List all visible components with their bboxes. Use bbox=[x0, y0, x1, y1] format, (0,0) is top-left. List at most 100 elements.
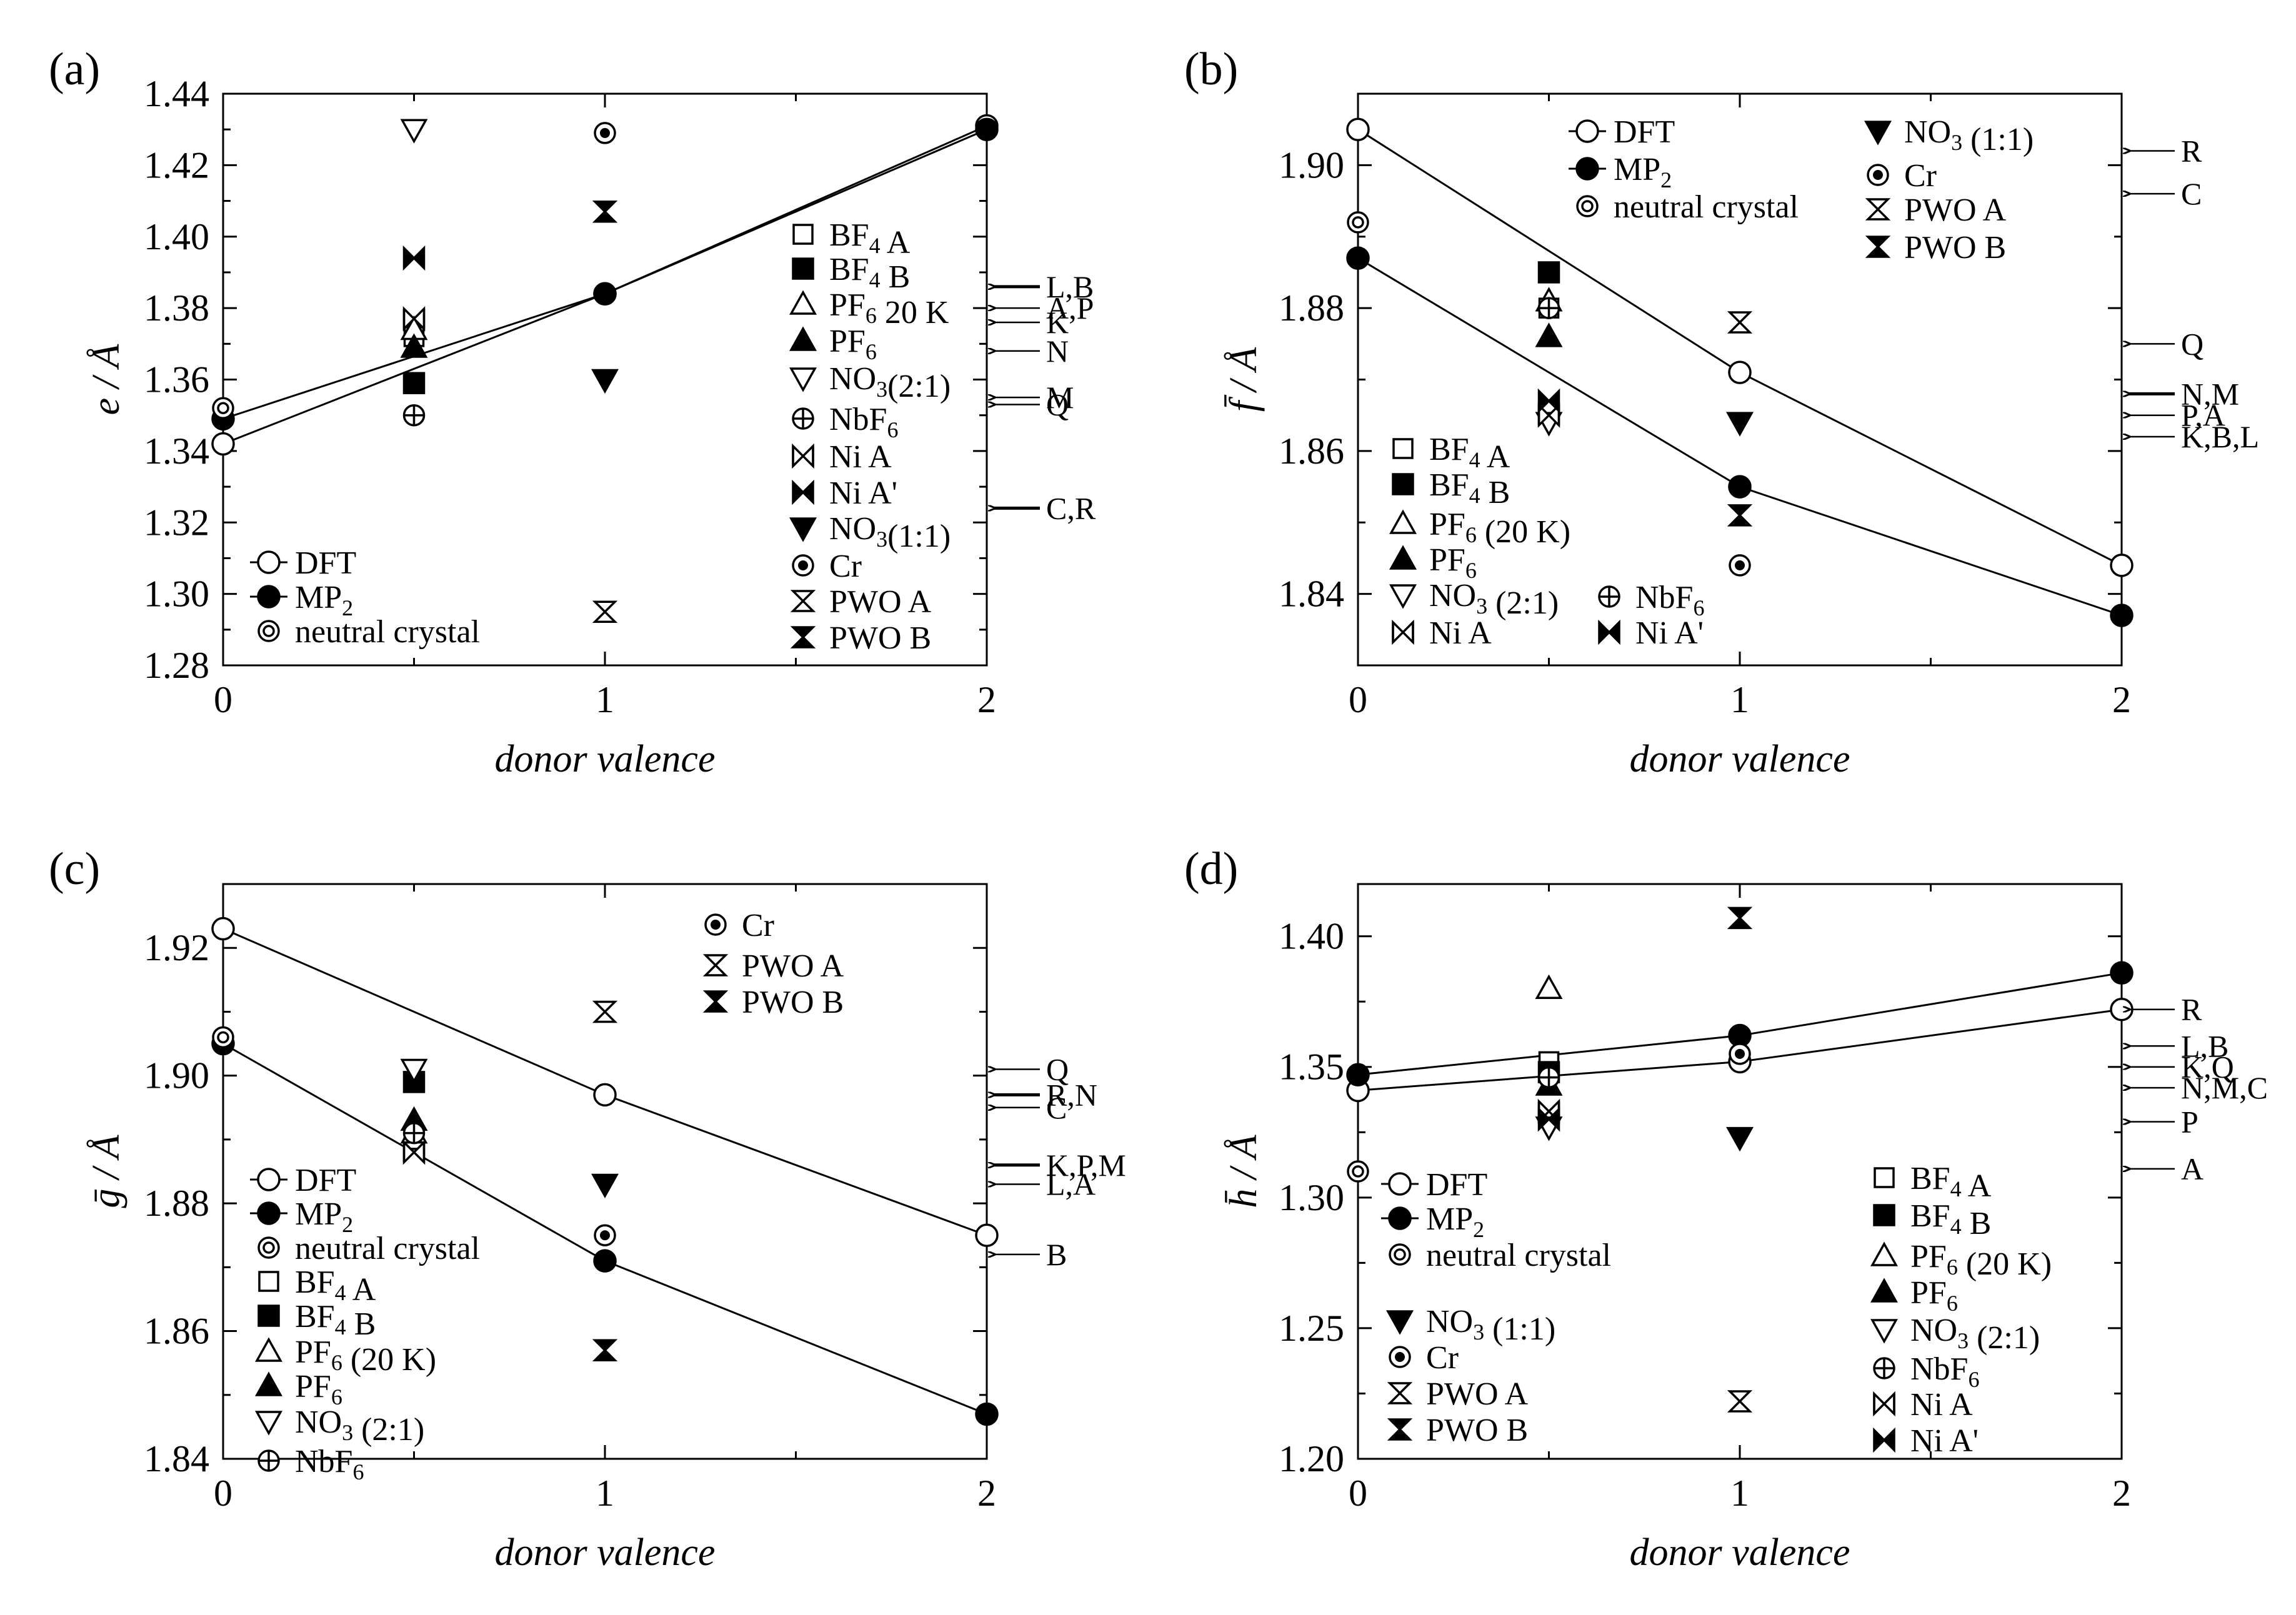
legend-label: NO3(2:1) bbox=[829, 361, 951, 404]
legend-label: PWO A bbox=[1426, 1376, 1529, 1412]
panel-b: (b) 0 1 2 1.84 1.86 1.88 1.90 donor valence f̄ / … bbox=[1184, 44, 2259, 780]
mp2-point bbox=[1728, 475, 1752, 499]
legend-item: NO3 (1:1) bbox=[1864, 114, 2034, 157]
y-tick-label: 1.40 bbox=[1279, 916, 1344, 957]
annotation-label: N,M bbox=[2181, 376, 2239, 411]
neutral-crystal-point bbox=[212, 397, 234, 419]
pwo-b-point bbox=[592, 1339, 618, 1361]
pwo-b-point bbox=[1727, 907, 1753, 930]
y-tick-label: 1.42 bbox=[144, 144, 209, 186]
legend-item: BF4 A bbox=[258, 1265, 376, 1308]
legend-label: DFT bbox=[1426, 1167, 1487, 1203]
pf6-20-k-point bbox=[1535, 974, 1563, 1000]
nbf6-point bbox=[402, 1121, 426, 1145]
legend-label: NO3 (1:1) bbox=[1904, 114, 2034, 157]
bf4-a-legend-marker bbox=[258, 1271, 279, 1292]
legend-item: Cr bbox=[1867, 158, 1937, 194]
legend-item: NO3 (1:1) bbox=[1386, 1304, 1555, 1347]
y-tick-label: 1.84 bbox=[144, 1438, 209, 1479]
legend-item: Cr bbox=[1389, 1340, 1459, 1376]
y-tick-label: 1.86 bbox=[1279, 430, 1344, 472]
ni-a-legend-marker bbox=[1873, 1427, 1895, 1453]
y-tick-label: 1.90 bbox=[1279, 144, 1344, 186]
dft-legend-marker bbox=[1575, 119, 1599, 143]
legend-item: Cr bbox=[792, 549, 862, 584]
x-tick-label: 2 bbox=[977, 679, 996, 720]
pwo-a-legend-marker bbox=[1387, 1382, 1413, 1404]
dft-point bbox=[2110, 997, 2134, 1021]
annotation-label: C bbox=[1046, 1090, 1067, 1125]
legend-item: PF6 (20 K) bbox=[255, 1334, 436, 1378]
legend-item: PWO A bbox=[702, 948, 844, 984]
y-tick-label: 1.44 bbox=[144, 73, 209, 114]
neutral-crystal-legend-marker bbox=[1389, 1243, 1411, 1266]
pf6-legend-marker bbox=[789, 326, 817, 351]
legend-item: neutral crystal bbox=[257, 614, 480, 650]
legend-label: BF4 B bbox=[1429, 467, 1510, 510]
legend-label: MP2 bbox=[295, 1196, 353, 1237]
y-tick-label: 1.92 bbox=[144, 927, 209, 968]
pf6-20-k-legend-marker bbox=[1389, 509, 1417, 534]
legend-label: BF4 B bbox=[295, 1299, 376, 1342]
legend-label: BF4 A bbox=[1910, 1161, 1992, 1204]
legend-label: PF6 bbox=[1429, 542, 1477, 583]
bf4-b-point bbox=[1537, 261, 1560, 284]
annotation-label: B bbox=[1046, 1237, 1067, 1272]
ni-a-point bbox=[402, 1140, 426, 1165]
mp2-point bbox=[975, 1402, 999, 1426]
y-axis-title: ḡ / Å bbox=[85, 1134, 127, 1208]
no3-2-1-legend-marker bbox=[1870, 1319, 1898, 1344]
legend-label: BF4 B bbox=[829, 252, 910, 295]
legend-label: Cr bbox=[1904, 158, 1937, 194]
legend-label: neutral crystal bbox=[295, 614, 480, 650]
x-axis-title: donor valence bbox=[1630, 1531, 1850, 1574]
x-tick-label: 0 bbox=[214, 1473, 232, 1514]
legend-label: BF4 A bbox=[295, 1265, 376, 1308]
no3-1-1-point bbox=[591, 1173, 619, 1199]
legend-item: BF4 A bbox=[792, 217, 911, 261]
legend-item: NbF6 bbox=[1873, 1351, 1979, 1392]
neutral-crystal-legend-marker bbox=[257, 1236, 280, 1259]
nbf6-legend-marker bbox=[1873, 1357, 1895, 1379]
cr-legend-marker bbox=[1389, 1346, 1411, 1368]
legend-label: NbF6 bbox=[829, 402, 898, 442]
x-axis-title: donor valence bbox=[495, 1531, 716, 1574]
nbf6-point bbox=[1537, 1066, 1560, 1089]
no3-1-1-legend-marker bbox=[1386, 1310, 1414, 1335]
legend-item: PWO A bbox=[790, 584, 932, 620]
bf4-b-legend-marker bbox=[1873, 1204, 1895, 1226]
annotation-label: Q bbox=[1046, 387, 1069, 422]
y-tick-label: 1.38 bbox=[144, 287, 209, 329]
legend-item: PWO A bbox=[1865, 192, 2007, 228]
x-axis-title: donor valence bbox=[1630, 738, 1850, 780]
ni-a-point bbox=[402, 306, 426, 332]
nbf6-legend-marker bbox=[1598, 585, 1620, 608]
legend-item: MP2 bbox=[1569, 152, 1672, 192]
mp2-legend-marker bbox=[257, 585, 281, 609]
legend-label: PWO A bbox=[829, 584, 932, 620]
panel-d: (d) 0 1 2 1.20 1.25 1.30 1.35 1.40 donor valence h… bbox=[1184, 843, 2268, 1574]
no3-1-1-legend-marker bbox=[789, 517, 817, 542]
legend-item: PF6 bbox=[789, 324, 877, 364]
y-tick-label: 1.34 bbox=[144, 430, 209, 472]
no3-2-1-legend-marker bbox=[255, 1411, 282, 1436]
legend-label: NO3(1:1) bbox=[829, 511, 951, 554]
annotation-label: C bbox=[2181, 176, 2202, 211]
legend-item: Ni A bbox=[792, 439, 892, 475]
legend-label: PF6 bbox=[295, 1369, 342, 1409]
legend-item: PF6 (20 K) bbox=[1870, 1239, 2052, 1282]
mp2-point bbox=[1346, 246, 1370, 270]
y-axis-title: e / Å bbox=[85, 344, 127, 415]
no3-1-1-point bbox=[1726, 412, 1754, 437]
nbf6-legend-marker bbox=[792, 407, 814, 430]
legend-label: neutral crystal bbox=[295, 1231, 480, 1266]
legend-item: MP2 bbox=[250, 580, 353, 620]
legend-label: PWO A bbox=[742, 948, 844, 984]
annotation-label: L,B bbox=[1046, 269, 1094, 304]
annotation-label: R bbox=[2181, 134, 2202, 169]
no3-1-1-point bbox=[591, 369, 619, 394]
legend-item: PF6 bbox=[255, 1369, 342, 1409]
